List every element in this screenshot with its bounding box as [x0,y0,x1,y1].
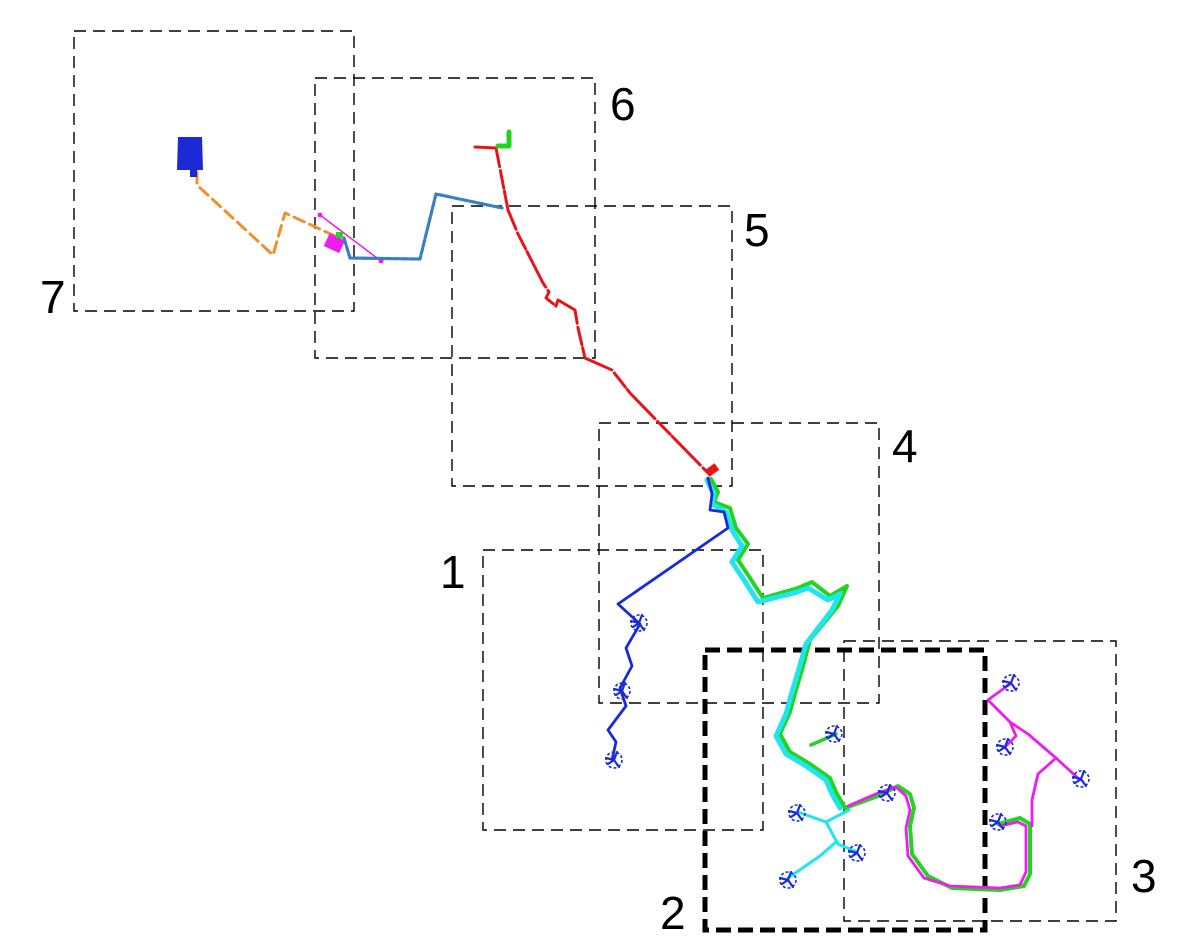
quadrotor-icon [1001,673,1020,692]
orange-route [195,170,339,257]
region-labels: 7 6 5 4 1 3 2 [40,78,1157,939]
region-box-5 [451,205,733,487]
region-label-3: 3 [1131,850,1157,902]
magenta-tree [1030,756,1082,828]
region-box-7 [73,30,355,312]
blue-start-block [177,137,203,177]
cyan-tree-branch-b [786,840,838,880]
region-box-3 [843,640,1117,922]
region-box-1 [482,549,764,831]
green-route [709,477,1032,892]
quadrotor-icon [612,681,631,700]
magenta-route [846,785,1028,890]
quadrotor-icon [995,737,1014,756]
cyan-tree-branch-a [824,820,859,854]
quadrotor-icon [988,812,1007,831]
region-box-6 [314,77,596,359]
region-box-2 [702,647,988,933]
region-label-1: 1 [440,546,466,598]
quadrotor-icon [778,870,797,889]
quadrotor-icon [877,783,896,802]
region-label-6: 6 [610,78,636,130]
magenta-tree-branch [1002,720,1018,750]
red-end-marker [705,463,720,477]
region-label-5: 5 [744,204,770,256]
blue-route [606,476,730,762]
drone-icons [604,613,1090,889]
region-boxes [73,30,1117,933]
quadrotor-icon [847,843,866,862]
region-label-2: 2 [660,887,686,939]
region-label-7: 7 [40,271,66,323]
quadrotor-icon [1071,769,1090,788]
quadrotor-icon [604,750,623,769]
quadrotor-icon [629,613,648,632]
region-box-4 [598,422,880,704]
cyan-tree [796,808,851,824]
cyan-route [704,477,843,811]
routes [177,129,1082,892]
quadrotor-icon [787,803,806,822]
red-route [473,145,712,477]
quadrotor-icon [824,724,843,743]
magenta-tree-trunk [986,682,1058,760]
magenta-marker [323,233,346,254]
steelblue-route [342,192,504,261]
region-label-4: 4 [892,420,918,472]
green-start-marker [495,129,512,149]
